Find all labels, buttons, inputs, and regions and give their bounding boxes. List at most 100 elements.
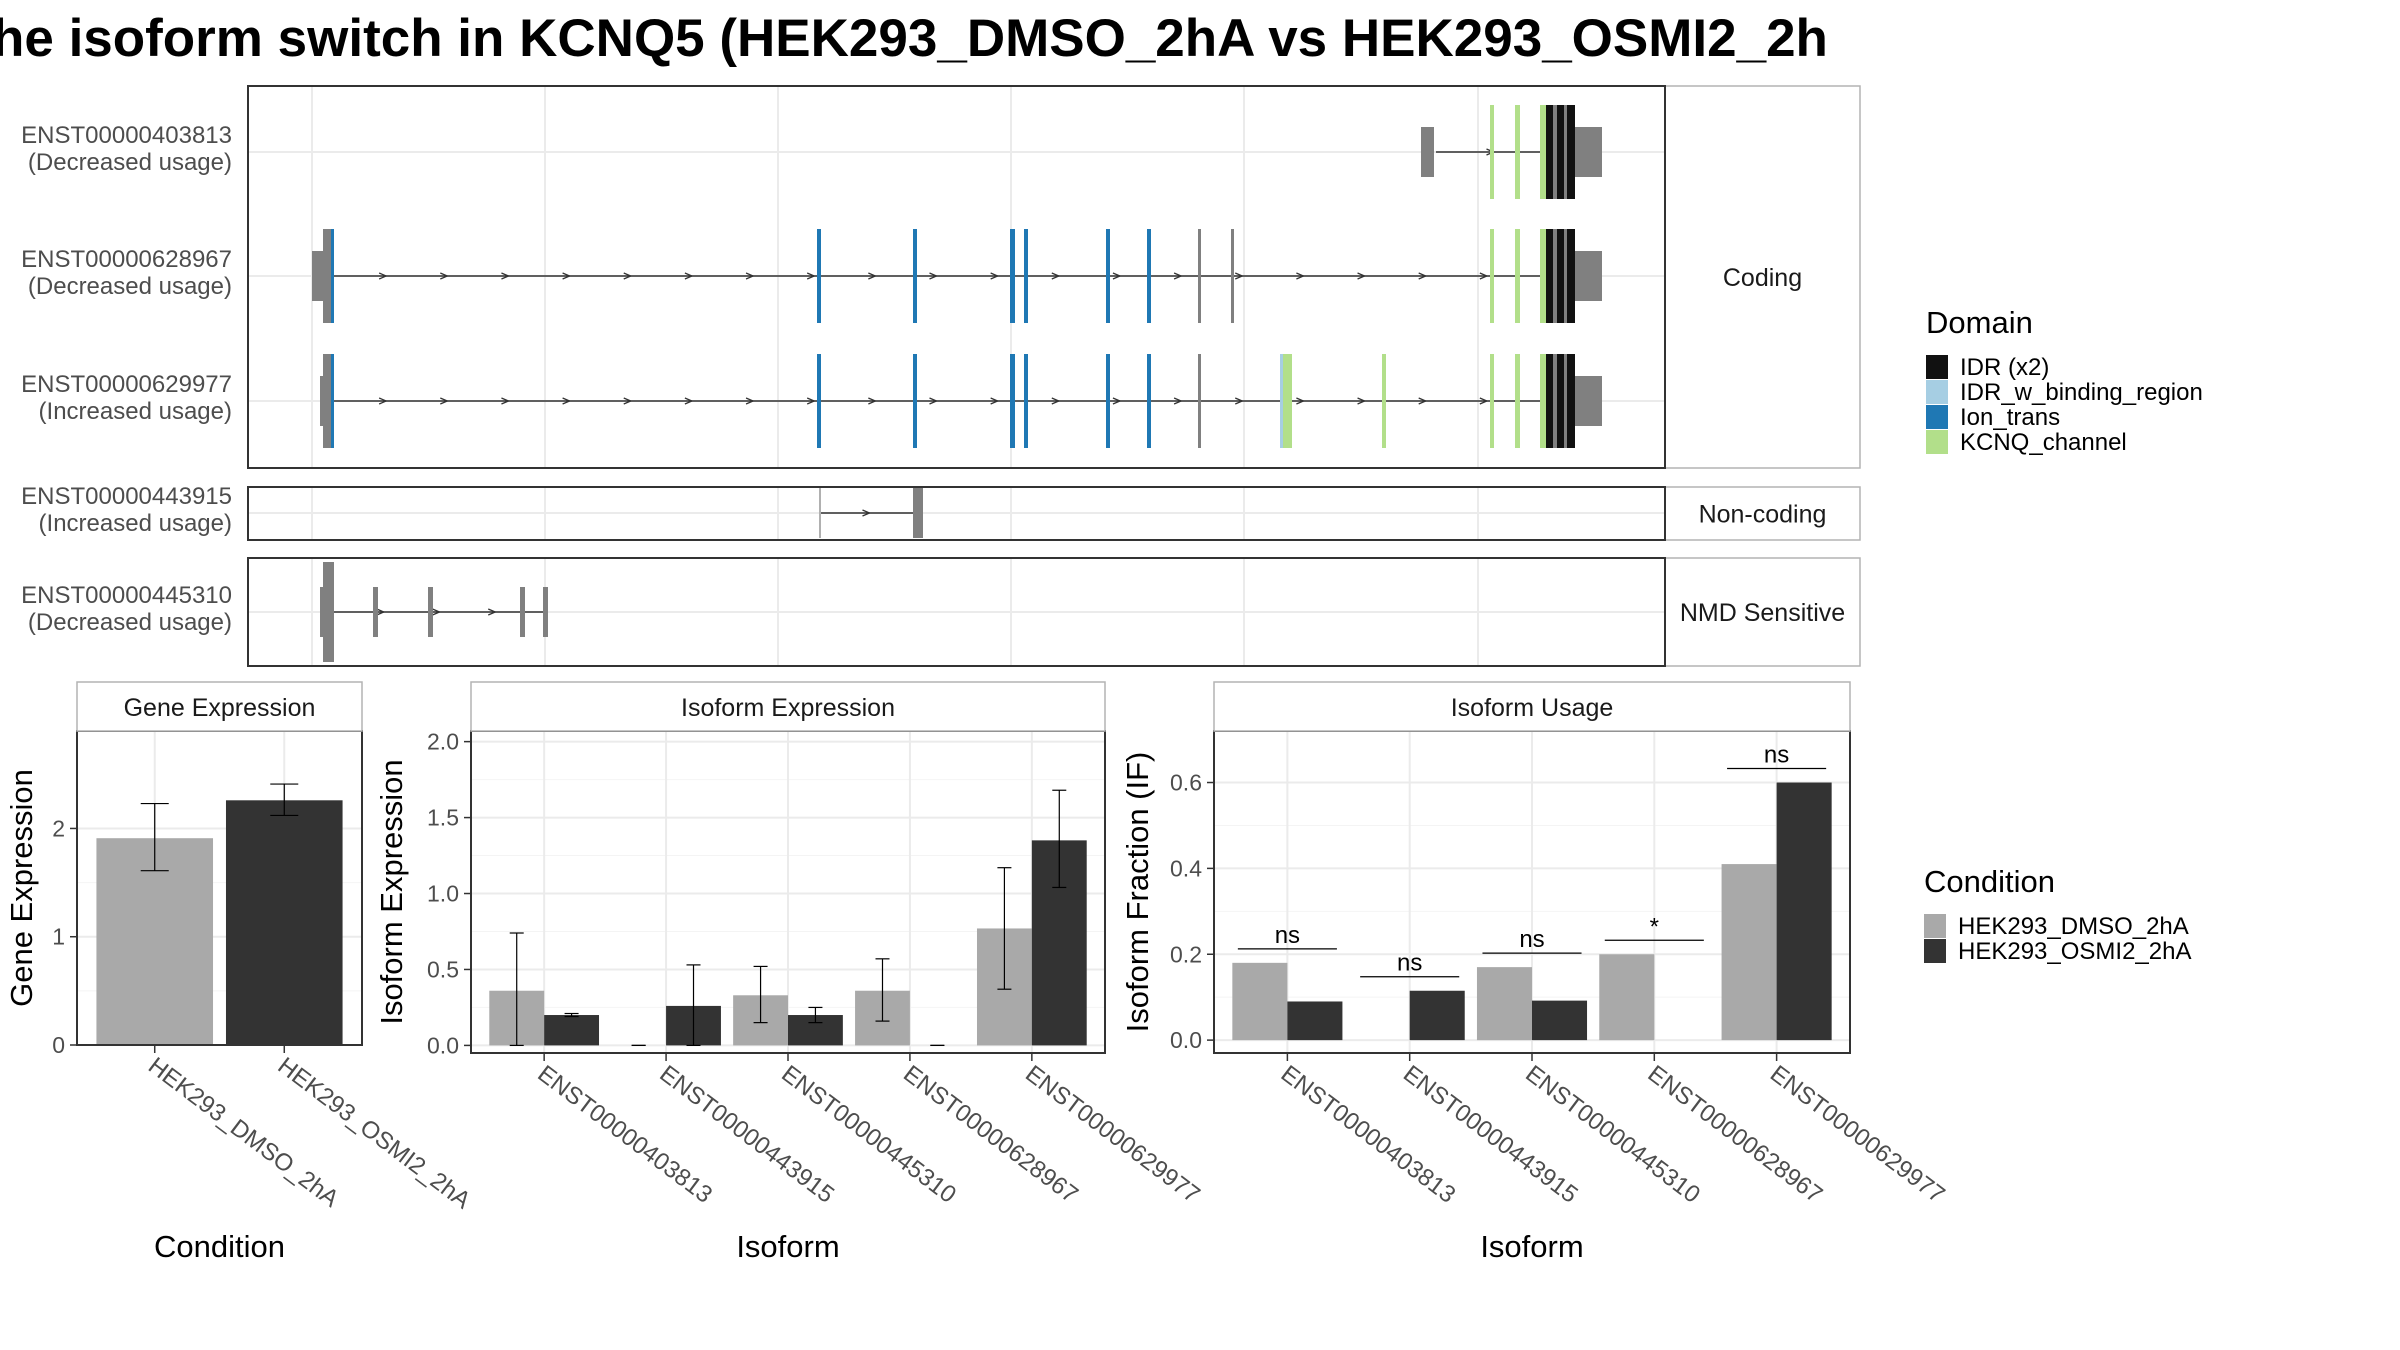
transcript-id-label: ENST00000628967 — [21, 246, 232, 273]
significance-label: ns — [1397, 950, 1422, 977]
exon — [1575, 127, 1602, 177]
strand-arrow — [1173, 272, 1183, 280]
domain-legend-key — [1926, 380, 1948, 404]
exon — [1010, 229, 1015, 323]
strand-arrow — [376, 608, 386, 616]
strand-arrow — [990, 397, 1000, 405]
y-tick-label: 1 — [52, 924, 65, 950]
exon — [1147, 229, 1151, 323]
y-tick-label: 0.5 — [427, 956, 459, 982]
exon — [320, 587, 323, 637]
strand-arrow — [562, 397, 572, 405]
exon — [913, 488, 923, 538]
y-axis-title: Isoform Fraction (IF) — [1120, 752, 1155, 1033]
exon — [1231, 229, 1234, 323]
panel-border — [247, 486, 1666, 541]
chart-strip — [1213, 681, 1851, 732]
exon-gap — [1553, 229, 1557, 323]
strand-arrow — [1357, 272, 1367, 280]
strand-arrow — [1418, 397, 1428, 405]
y-tick-label: 0.0 — [427, 1032, 459, 1058]
bar — [544, 1015, 600, 1046]
strand-arrow — [745, 397, 755, 405]
strand-arrow — [990, 272, 1000, 280]
strand-arrow — [1296, 272, 1306, 280]
condition-legend-label: HEK293_DMSO_2hA — [1958, 913, 2189, 940]
chart-title: Isoform Expression — [681, 694, 895, 722]
exon — [331, 229, 334, 323]
transcript-usage-label: (Increased usage) — [39, 510, 232, 537]
transcript-id-label: ENST00000403813 — [21, 122, 232, 149]
significance-label: ns — [1764, 742, 1789, 769]
transcript-usage-label: (Increased usage) — [39, 398, 232, 425]
strand-arrow — [806, 272, 816, 280]
bar — [1776, 782, 1832, 1041]
bar — [1599, 954, 1655, 1041]
strand-arrow — [378, 272, 388, 280]
transcript-panel-non-coding: Non-coding ENST00000443915(Increased usag… — [21, 483, 1861, 541]
exon — [543, 587, 548, 637]
strand-arrow — [623, 272, 633, 280]
chart-strip — [470, 681, 1106, 732]
exon — [1283, 354, 1292, 448]
strand-arrow — [868, 272, 878, 280]
panel-strip — [1664, 85, 1861, 469]
exon — [913, 229, 917, 323]
exon — [323, 354, 333, 448]
y-axis-title: Isoform Expression — [374, 759, 409, 1024]
bar — [1409, 990, 1465, 1041]
panel-strip-label: Coding — [1723, 264, 1802, 292]
strand-arrow — [1357, 397, 1367, 405]
panel-border — [247, 85, 1666, 469]
exon — [520, 587, 525, 637]
strand-arrow — [929, 397, 939, 405]
exon-gap — [1553, 354, 1557, 448]
strand-arrow — [487, 608, 497, 616]
transcript-ENST00000443915 — [819, 488, 923, 538]
y-tick-label: 0 — [52, 1032, 65, 1058]
exon-gap — [1564, 229, 1567, 323]
y-axis-title: Gene Expression — [4, 769, 39, 1007]
strand-arrow — [1051, 397, 1061, 405]
strand-arrow — [440, 397, 449, 405]
strand-arrow — [684, 397, 694, 405]
chart-strip — [76, 681, 363, 732]
transcript-usage-label: (Decreased usage) — [28, 149, 232, 176]
condition-legend-key — [1924, 939, 1946, 963]
domain-legend-key — [1926, 355, 1948, 379]
strand-arrow — [1479, 397, 1489, 405]
y-tick-label: 1.5 — [427, 805, 459, 831]
exon — [323, 562, 334, 662]
y-tick-label: 2.0 — [427, 729, 459, 755]
exon — [312, 251, 323, 301]
exon — [817, 354, 821, 448]
bar — [1476, 967, 1532, 1041]
bar-charts: Gene Expression012HEK293_DMSO_2hAHEK293_… — [4, 681, 1950, 1264]
significance-label: ns — [1519, 926, 1544, 953]
exon — [1515, 229, 1520, 323]
bar — [1287, 1001, 1343, 1041]
domain-legend: Domain IDR (x2)IDR_w_binding_regionIon_tr… — [1926, 305, 2203, 456]
strand-arrow — [1296, 397, 1306, 405]
bar — [1532, 1000, 1588, 1041]
x-axis-title: Isoform — [1480, 1229, 1583, 1264]
domain-legend-label: IDR (x2) — [1960, 354, 2049, 381]
exon — [1515, 105, 1520, 199]
strand-arrow — [501, 397, 511, 405]
exon — [1198, 354, 1201, 448]
domain-legend-key — [1926, 405, 1948, 429]
figure-title: he isoform switch in KCNQ5 (HEK293_DMSO_… — [0, 9, 1828, 68]
transcript-usage-label: (Decreased usage) — [28, 273, 232, 300]
exon — [1024, 229, 1028, 323]
condition-legend-title: Condition — [1924, 864, 2055, 899]
strand-arrow — [562, 272, 572, 280]
transcript-ENST00000628967 — [312, 229, 1602, 323]
exon — [913, 354, 917, 448]
bar — [1721, 864, 1777, 1041]
transcript-ENST00000445310 — [320, 562, 548, 662]
exon — [1490, 354, 1494, 448]
strand-arrow — [440, 272, 449, 280]
y-tick-label: 0.2 — [1170, 941, 1202, 967]
strand-arrow — [1479, 272, 1489, 280]
exon — [1490, 105, 1494, 199]
